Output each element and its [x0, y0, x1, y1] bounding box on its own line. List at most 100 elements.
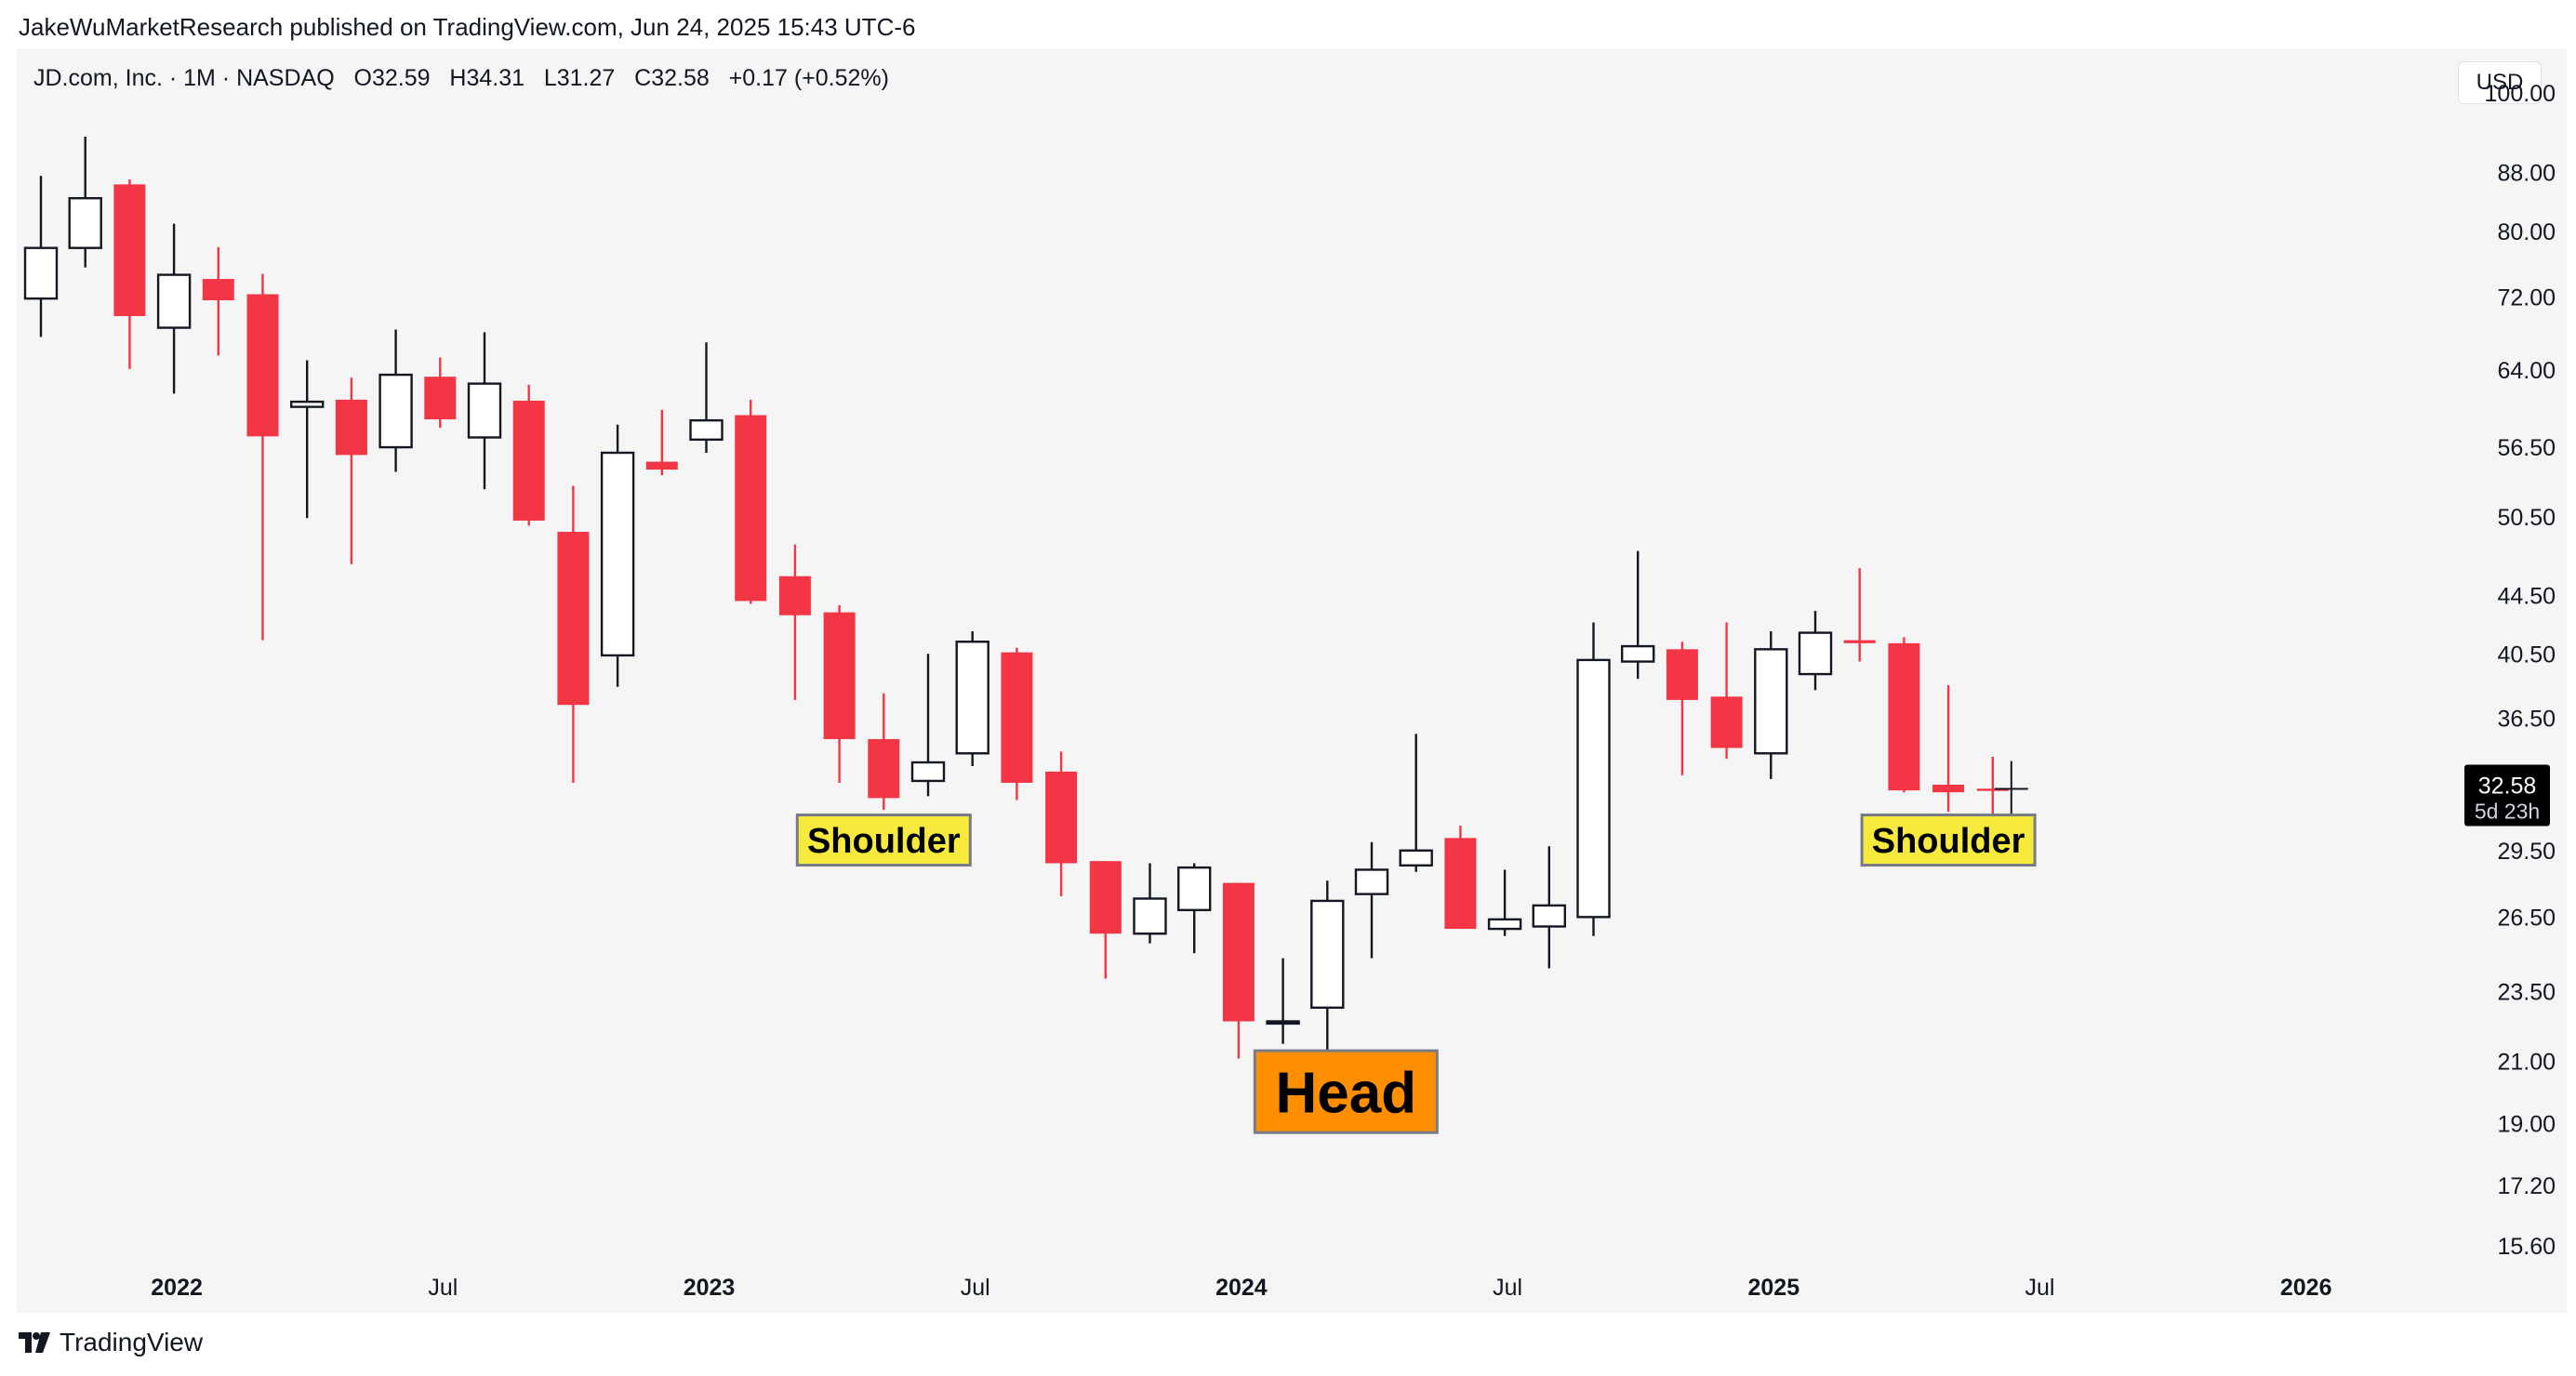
candle-body: [68, 196, 102, 249]
x-tick-label: Jul: [2025, 1275, 2055, 1301]
footer-brand[interactable]: TradingView: [19, 1328, 203, 1357]
candle: [735, 399, 767, 604]
candle: [557, 485, 590, 783]
annotation-text: Shoulder: [807, 822, 961, 861]
y-tick-label: 26.50: [2497, 905, 2556, 931]
annotation-box: [1253, 1049, 1439, 1134]
candle-body: [910, 761, 946, 783]
price-tag-price: 32.58: [2478, 773, 2537, 799]
candle-body: [823, 612, 856, 739]
candle: [823, 604, 856, 783]
candle: [1798, 611, 1833, 691]
shoulder-label: Shoulder: [1860, 814, 2037, 867]
footer-brand-label: TradingView: [60, 1328, 204, 1356]
candle-body: [1222, 882, 1255, 1022]
candle-body: [1976, 788, 2009, 791]
price-tag-countdown: 5d 23h: [2475, 799, 2540, 823]
candle-body: [1754, 648, 1788, 755]
candle: [424, 357, 457, 429]
candle: [1666, 642, 1698, 775]
symbol-name[interactable]: JD.com, Inc. · 1M · NASDAQ: [33, 65, 335, 91]
candle-body: [1666, 649, 1698, 700]
candle-body: [1089, 861, 1122, 934]
candle: [1710, 622, 1743, 760]
candle-body: [1888, 642, 1920, 791]
annotation-box: [795, 814, 972, 867]
candle-body: [1710, 696, 1743, 748]
candle-body: [512, 400, 545, 521]
x-tick-label: Jul: [1493, 1275, 1522, 1301]
candle: [1487, 869, 1522, 936]
candle: [1222, 882, 1255, 1059]
candle-body: [1444, 838, 1477, 930]
x-tick-label: 2023: [684, 1275, 736, 1301]
y-tick-label: 100.00: [2485, 81, 2556, 107]
candle: [600, 424, 635, 687]
symbol-legend: JD.com, Inc. · 1M · NASDAQ O32.59 H34.31…: [33, 65, 889, 92]
y-tick-label: 56.50: [2497, 435, 2556, 461]
candle: [68, 137, 102, 268]
low-value: 31.27: [556, 65, 616, 91]
candle-body: [689, 418, 724, 442]
candle: [290, 360, 325, 519]
candle: [1976, 756, 2009, 814]
candle: [246, 273, 279, 641]
y-tick-label: 44.50: [2497, 583, 2556, 609]
candle-body: [1310, 899, 1345, 1009]
candle-body: [1487, 918, 1522, 931]
candle-body: [113, 184, 146, 316]
candle: [1001, 647, 1033, 800]
candle-body: [1798, 631, 1833, 676]
candle: [156, 223, 192, 394]
candle: [1576, 622, 1611, 936]
change-value: +0.17 (+0.52%): [728, 65, 889, 91]
candle-body: [156, 273, 192, 329]
candle: [1045, 751, 1078, 897]
candle-body: [378, 373, 413, 449]
close-value: 32.58: [651, 65, 710, 91]
y-tick-label: 80.00: [2497, 219, 2556, 245]
candle-body: [1843, 640, 1876, 643]
candle: [868, 693, 900, 810]
candle: [467, 332, 502, 490]
candle: [1089, 861, 1122, 979]
candle: [645, 409, 678, 476]
published-line: JakeWuMarketResearch published on Tradin…: [19, 13, 916, 41]
candle-body: [424, 377, 457, 420]
candle: [1133, 863, 1167, 944]
x-tick-label: 2024: [1215, 1275, 1268, 1301]
candle: [1932, 685, 1965, 813]
y-tick-label: 17.20: [2497, 1173, 2556, 1199]
open-value: 32.59: [371, 65, 431, 91]
x-tick-label: 2025: [1747, 1275, 1799, 1301]
x-tick-label: Jul: [428, 1275, 458, 1301]
annotation-box: [1860, 814, 2037, 867]
x-tick-label: 2026: [2280, 1275, 2332, 1301]
currency-button[interactable]: USD: [2458, 61, 2542, 104]
y-tick-label: 19.00: [2497, 1111, 2556, 1137]
candle: [1843, 568, 1876, 662]
candle: [1176, 863, 1212, 954]
candle-body: [1133, 897, 1167, 935]
y-tick-label: 50.50: [2497, 505, 2556, 531]
close-label: C: [634, 65, 652, 91]
candle: [512, 384, 545, 526]
candle: [1532, 846, 1567, 969]
candle: [778, 544, 811, 700]
high-value: 34.31: [466, 65, 524, 91]
candle: [1266, 958, 1300, 1044]
candle-body: [1176, 866, 1212, 912]
shoulder-label: Shoulder: [795, 814, 972, 867]
price-tag-box: [2464, 764, 2550, 827]
candle: [955, 630, 989, 766]
candle: [1888, 637, 1920, 793]
low-label: L: [543, 65, 557, 91]
x-tick-label: 2022: [151, 1275, 203, 1301]
candle: [1310, 880, 1345, 1051]
head-label: Head: [1253, 1049, 1439, 1134]
candle-body: [1620, 644, 1655, 663]
candle-body: [868, 738, 900, 799]
y-tick-label: 15.60: [2497, 1234, 2556, 1260]
candle-body: [1354, 868, 1389, 895]
